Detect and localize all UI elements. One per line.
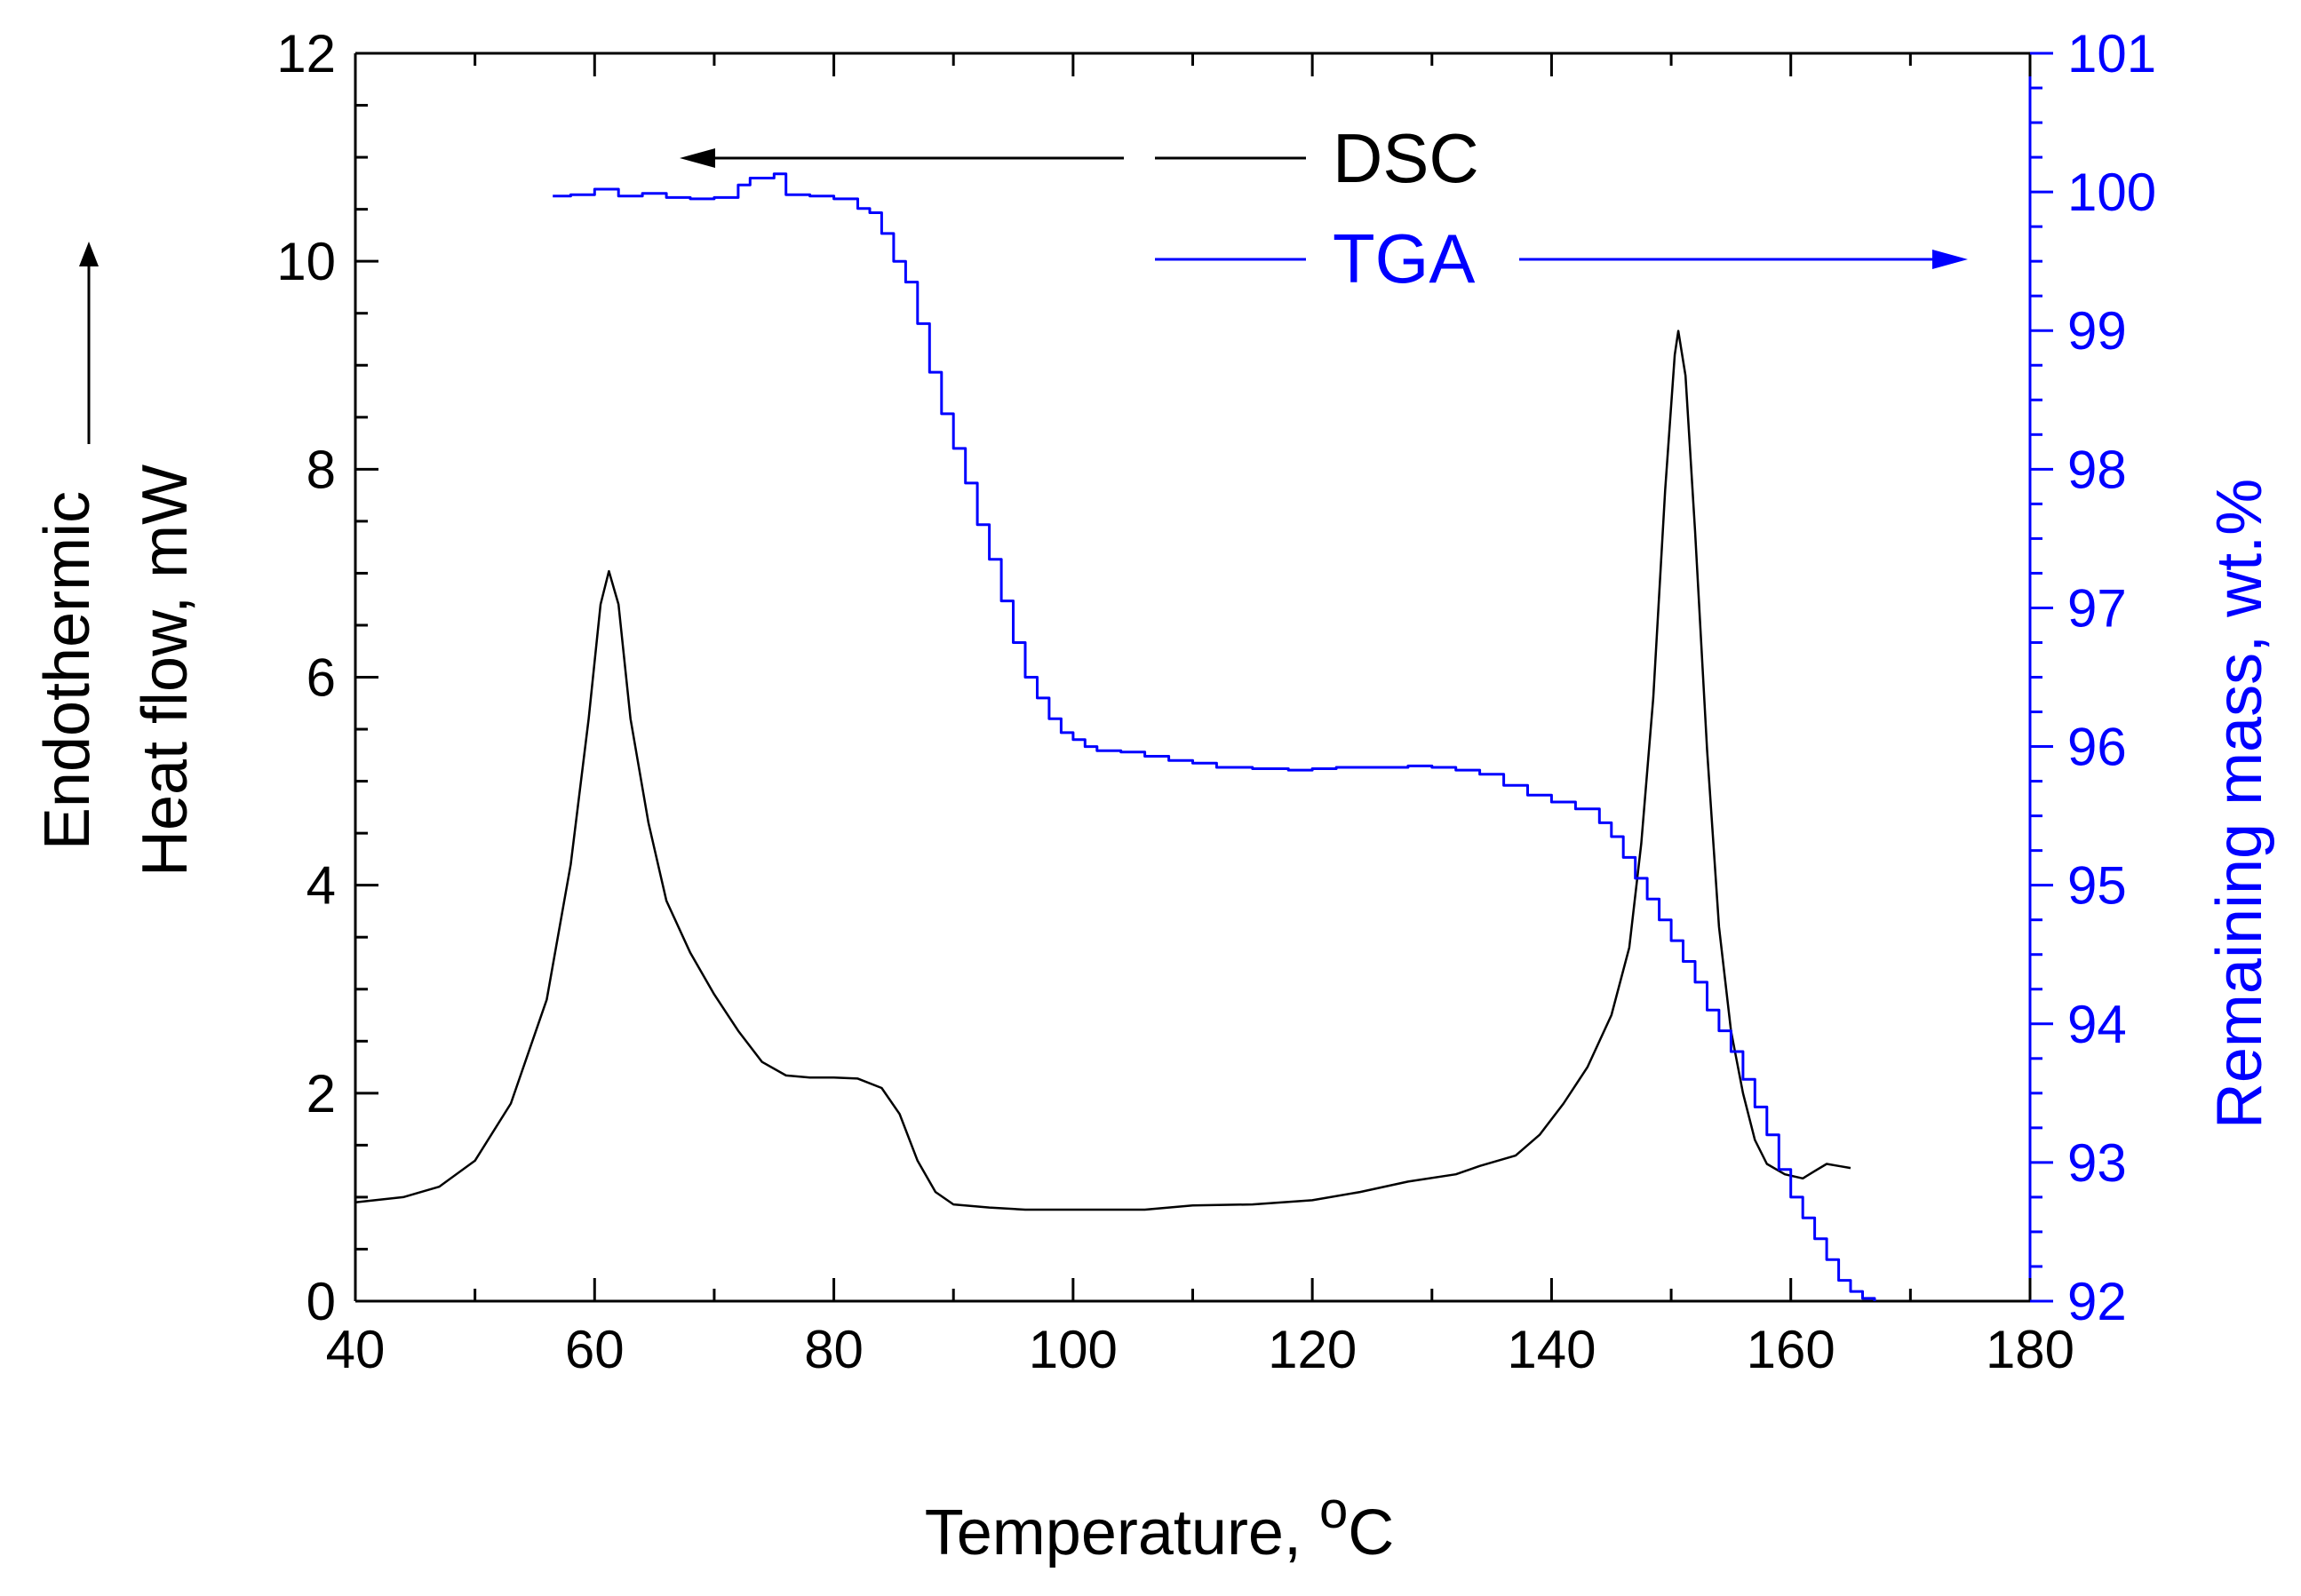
y-left-tick-label: 8 bbox=[307, 440, 336, 499]
x-tick-label: 100 bbox=[1029, 1320, 1118, 1379]
endothermic-arrow bbox=[79, 242, 99, 444]
x-tick-label: 180 bbox=[1986, 1320, 2074, 1379]
x-tick-label: 120 bbox=[1268, 1320, 1357, 1379]
y-right-tick-label: 94 bbox=[2067, 995, 2127, 1054]
x-axis-title-main: Temperature, bbox=[925, 1497, 1319, 1568]
dsc-axis-arrowhead bbox=[680, 148, 715, 168]
y-left-tick-label: 10 bbox=[276, 232, 336, 291]
x-tick-label: 60 bbox=[565, 1320, 625, 1379]
y-right-tick-label: 93 bbox=[2067, 1133, 2127, 1193]
series-line-tga bbox=[553, 172, 1876, 1301]
legend: DSC TGA bbox=[680, 119, 1968, 298]
y-right-tick-label: 101 bbox=[2067, 24, 2156, 83]
x-tick-label: 140 bbox=[1507, 1320, 1596, 1379]
x-tick-label: 80 bbox=[804, 1320, 864, 1379]
y-right-tick-label: 96 bbox=[2067, 718, 2127, 777]
y-right-tick-label: 98 bbox=[2067, 440, 2127, 499]
y-right-tick-label: 97 bbox=[2067, 578, 2127, 638]
y-left-tick-label: 12 bbox=[276, 24, 336, 83]
y-right-tick-label: 100 bbox=[2067, 163, 2156, 222]
y-left-tick-label: 2 bbox=[307, 1064, 336, 1124]
y-left-tick-label: 0 bbox=[307, 1272, 336, 1331]
y-right-title: Remaining mass, wt.% bbox=[2204, 479, 2275, 1129]
legend-entry-tga: TGA bbox=[1155, 219, 1968, 298]
y-right-tick-label: 99 bbox=[2067, 301, 2127, 361]
legend-tga-label: TGA bbox=[1333, 219, 1475, 298]
y-left-tick-label: 4 bbox=[307, 856, 336, 916]
x-axis-title-sup: o bbox=[1319, 1481, 1348, 1539]
tga-axis-arrowhead bbox=[1932, 250, 1968, 269]
series-line-dsc bbox=[354, 330, 1851, 1211]
y-right-tick-label: 95 bbox=[2067, 856, 2127, 916]
legend-entry-dsc: DSC bbox=[680, 119, 1479, 197]
y-left-tick-label: 6 bbox=[307, 648, 336, 708]
x-tick-label: 160 bbox=[1747, 1320, 1835, 1379]
x-axis-title-unit: C bbox=[1348, 1497, 1394, 1568]
y-right-tick-label: 92 bbox=[2067, 1272, 2127, 1331]
y-left-title-line2: Heat flow, mW bbox=[130, 465, 201, 877]
legend-dsc-label: DSC bbox=[1333, 119, 1479, 197]
x-tick-label: 40 bbox=[326, 1320, 386, 1379]
x-axis-title: Temperature, oC bbox=[925, 1481, 1394, 1568]
y-left-title-line1: Endothermic bbox=[32, 491, 103, 850]
